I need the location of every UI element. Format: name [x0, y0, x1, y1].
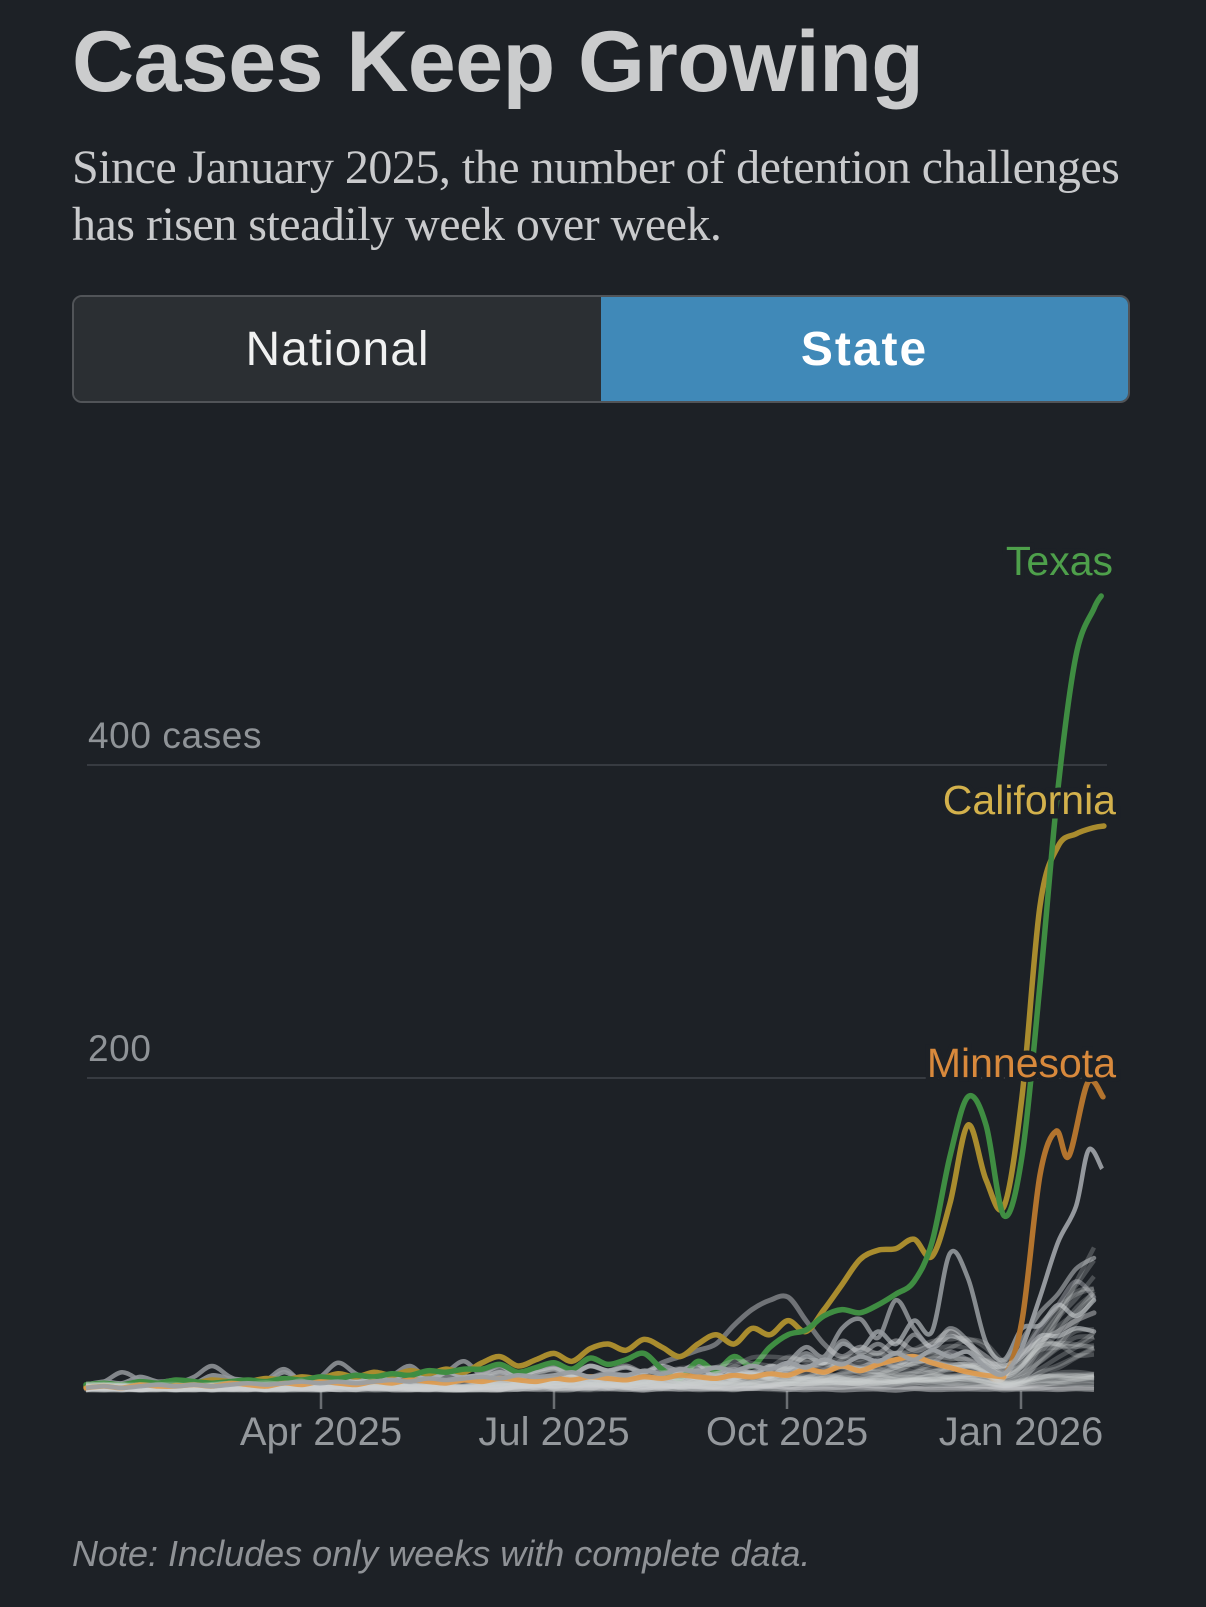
svg-text:Jul 2025: Jul 2025	[478, 1410, 629, 1454]
svg-text:Texas: Texas	[1006, 538, 1113, 584]
svg-text:Minnesota: Minnesota	[927, 1040, 1116, 1086]
svg-text:Apr 2025: Apr 2025	[240, 1410, 402, 1454]
svg-text:200: 200	[88, 1028, 152, 1069]
svg-text:California: California	[943, 777, 1116, 823]
svg-text:400 cases: 400 cases	[88, 715, 262, 756]
svg-text:California: California	[943, 777, 1116, 823]
svg-text:Jan 2026: Jan 2026	[939, 1410, 1104, 1454]
svg-text:Oct 2025: Oct 2025	[706, 1410, 868, 1454]
svg-text:Texas: Texas	[1006, 538, 1113, 584]
svg-text:Minnesota: Minnesota	[927, 1040, 1116, 1086]
